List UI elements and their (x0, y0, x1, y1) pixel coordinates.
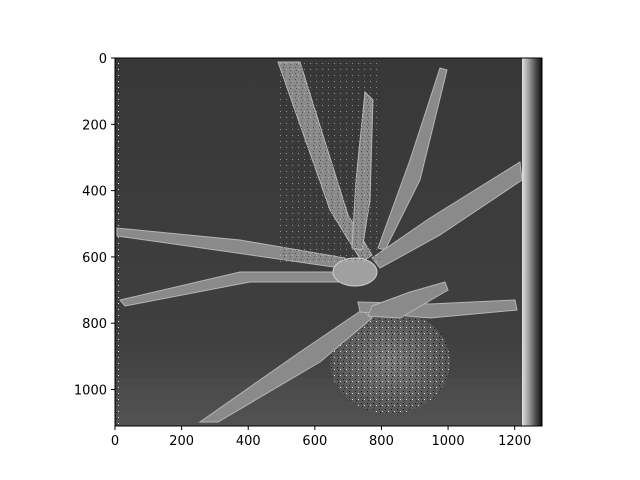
y-tick-label: 400 (82, 185, 107, 200)
y-tick-label: 800 (82, 317, 107, 332)
x-tick-label: 200 (169, 434, 194, 449)
y-axis: 0 200 400 600 800 1000 (74, 52, 115, 399)
y-tick-label: 1000 (74, 384, 107, 399)
x-tick-label: 800 (369, 434, 394, 449)
depth-map-image (115, 58, 542, 426)
x-tick-label: 1000 (432, 434, 465, 449)
x-axis: 0 200 400 600 800 1000 1200 (111, 426, 531, 449)
axes-frame (114, 57, 543, 427)
y-tick-label: 0 (99, 52, 107, 67)
x-tick-label: 0 (111, 434, 119, 449)
x-tick-label: 1200 (498, 434, 531, 449)
x-tick-label: 600 (302, 434, 327, 449)
y-tick-label: 200 (82, 118, 107, 133)
x-tick-label: 400 (236, 434, 261, 449)
y-tick-label: 600 (82, 251, 107, 266)
